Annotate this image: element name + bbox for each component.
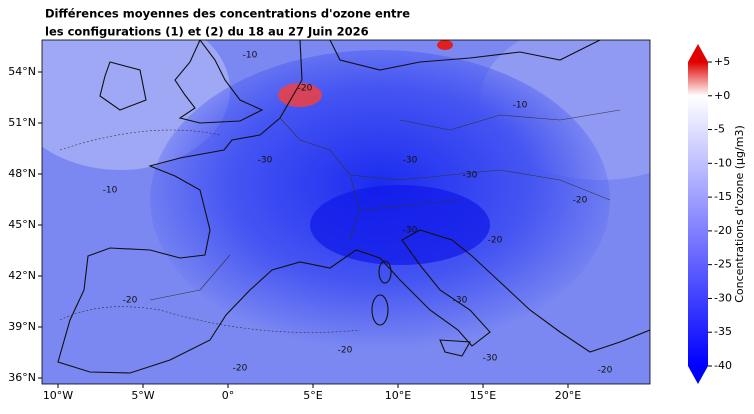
x-tick-label: 5°E	[303, 389, 322, 402]
contour-label: -20	[338, 346, 353, 356]
contour-label: -30	[453, 296, 468, 306]
y-tick-label: 48°N	[8, 167, 36, 180]
y-tick-label: 42°N	[8, 269, 36, 282]
colorbar-tick-label: -20	[714, 224, 732, 237]
colorbar-tick-label: -5	[714, 123, 725, 136]
x-tick-label: 15°E	[470, 389, 496, 402]
x-tick-label: 5°W	[131, 389, 154, 402]
contour-label: -30	[403, 156, 418, 166]
colorbar-label: Concentrations d'ozone (µg/m3)	[733, 125, 746, 303]
colorbar-extend-top	[688, 44, 708, 62]
contour-label: -20	[598, 366, 613, 376]
y-tick-label: 54°N	[8, 65, 36, 78]
y-tick-label: 45°N	[8, 218, 36, 231]
colorbar-tick-label: -10	[714, 156, 732, 169]
title-line: les configurations (1) et (2) du 18 au 2…	[45, 25, 369, 39]
x-tick-label: 20°E	[555, 389, 581, 402]
colorbar-tick-label: -35	[714, 325, 732, 338]
contour-label: -20	[488, 236, 503, 246]
contour-label: -20	[573, 196, 588, 206]
contour-label: -30	[403, 226, 418, 236]
colorbar-extend-bottom	[688, 366, 708, 384]
y-tick-label: 51°N	[8, 116, 36, 129]
colorbar-tick-label: -15	[714, 190, 732, 203]
title-line: Différences moyennes des concentrations …	[45, 7, 410, 21]
x-tick-label: 10°E	[385, 389, 411, 402]
colorbar-tick-label: -25	[714, 258, 732, 271]
contour-label: -30	[483, 354, 498, 364]
x-tick-label: 10°W	[43, 389, 73, 402]
map	[42, 40, 650, 384]
contour-label: -10	[243, 51, 258, 61]
colorbar-tick-label: -40	[714, 359, 732, 372]
colorbar-tick-label: -30	[714, 291, 732, 304]
y-tick-label: 36°N	[8, 371, 36, 384]
contour-label: -30	[463, 171, 478, 181]
map-frame	[41, 39, 651, 385]
colorbar-tick-label: +5	[714, 55, 730, 68]
colorbar-tick-label: +0	[714, 89, 730, 102]
contour-label: -20	[298, 84, 313, 94]
contour-label: -20	[123, 296, 138, 306]
contour-label: -10	[103, 186, 118, 196]
contour-label: -20	[233, 364, 248, 374]
y-tick-label: 39°N	[8, 320, 36, 333]
contour-label: -10	[513, 101, 528, 111]
x-tick-label: 0°	[222, 389, 235, 402]
colorbar	[688, 62, 708, 366]
contour-label: -30	[258, 156, 273, 166]
